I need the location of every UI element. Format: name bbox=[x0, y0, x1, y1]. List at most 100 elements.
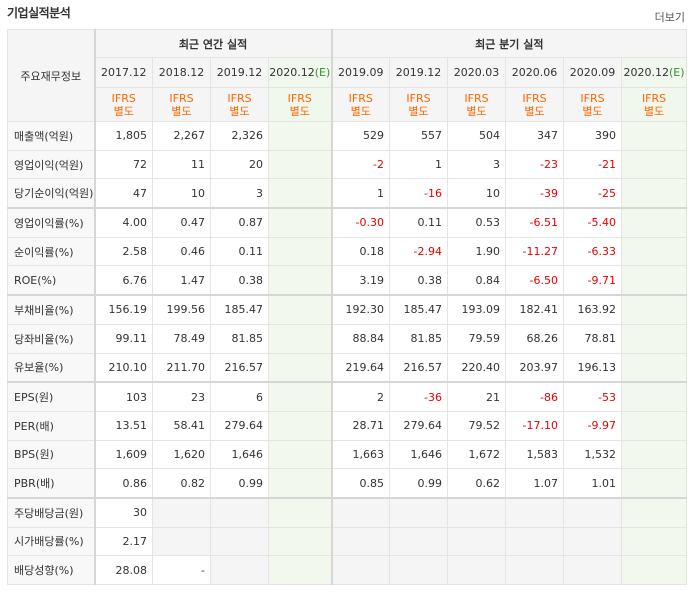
value-cell: 0.38 bbox=[389, 265, 449, 297]
basis-label: 별도 bbox=[229, 104, 250, 118]
row-label: BPS(원) bbox=[7, 439, 96, 470]
value-cell: 557 bbox=[389, 121, 449, 151]
value-cell bbox=[447, 497, 507, 528]
row-label: 주당배당금(원) bbox=[7, 497, 96, 528]
value-cell bbox=[621, 410, 688, 441]
table-row: 매출액(억원) 1,805 2,267 2,326 529 557 504 347 390 bbox=[7, 121, 688, 151]
value-cell: -23 bbox=[505, 149, 565, 180]
row-label: 시가배당률(%) bbox=[7, 526, 96, 557]
period-header: 2019.09 bbox=[331, 57, 391, 88]
ifrs-header: IFRS 별도 bbox=[94, 87, 153, 122]
period-header: 2020.03 bbox=[447, 57, 507, 88]
value-cell bbox=[621, 207, 688, 238]
value-cell: 1,672 bbox=[447, 439, 507, 470]
value-cell bbox=[267, 121, 333, 151]
value-cell: 13.51 bbox=[94, 410, 153, 441]
table-row: 시가배당률(%) 2.17 bbox=[7, 526, 688, 557]
period-label: 2018.12 bbox=[158, 66, 205, 79]
table-row: 유보율(%) 210.10 211.70 216.57 219.64 216.57 220.… bbox=[7, 352, 688, 384]
row-label: ROE(%) bbox=[7, 265, 96, 297]
more-link[interactable]: 더보기 bbox=[654, 11, 685, 24]
value-cell bbox=[621, 352, 688, 384]
basis-label: 별도 bbox=[171, 104, 192, 118]
ifrs-header: IFRS 별도 bbox=[331, 87, 391, 122]
ifrs-label: IFRS bbox=[406, 91, 431, 105]
period-header: 2018.12 bbox=[152, 57, 211, 88]
ifrs-label: IFRS bbox=[169, 91, 194, 105]
ifrs-header: IFRS 별도 bbox=[505, 87, 565, 122]
value-cell: 10 bbox=[152, 178, 211, 210]
value-cell: -9.71 bbox=[563, 265, 623, 297]
value-cell: 47 bbox=[94, 178, 153, 210]
value-cell: 156.19 bbox=[94, 294, 153, 325]
value-cell: 185.47 bbox=[210, 294, 269, 325]
value-cell: 4.00 bbox=[94, 207, 153, 238]
value-cell: 58.41 bbox=[152, 410, 211, 441]
value-cell: -86 bbox=[505, 381, 565, 412]
value-cell bbox=[267, 410, 333, 441]
value-cell bbox=[563, 526, 623, 557]
annual-group-header: 최근 연간 실적 bbox=[93, 29, 333, 58]
value-cell bbox=[152, 526, 211, 557]
value-cell bbox=[621, 294, 688, 325]
period-header: 2019.12 bbox=[389, 57, 449, 88]
value-cell: -16 bbox=[389, 178, 449, 210]
ifrs-label: IFRS bbox=[227, 91, 252, 105]
value-cell: -5.40 bbox=[563, 207, 623, 238]
value-cell: -39 bbox=[505, 178, 565, 210]
value-cell: 0.11 bbox=[389, 207, 449, 238]
ifrs-header: IFRS 별도 bbox=[152, 87, 211, 122]
value-cell: -25 bbox=[563, 178, 623, 210]
value-cell bbox=[447, 526, 507, 557]
value-cell: 20 bbox=[210, 149, 269, 180]
basis-label: 별도 bbox=[643, 104, 665, 118]
value-cell: 1 bbox=[389, 149, 449, 180]
value-cell bbox=[152, 497, 211, 528]
value-cell bbox=[267, 265, 333, 297]
value-cell: 529 bbox=[331, 121, 391, 151]
period-label: 2020.03 bbox=[453, 66, 500, 79]
value-cell: 0.99 bbox=[210, 468, 269, 499]
row-label: 유보율(%) bbox=[7, 352, 96, 384]
value-cell: 347 bbox=[505, 121, 565, 151]
value-cell bbox=[621, 149, 688, 180]
table-row: 주당배당금(원) 30 bbox=[7, 497, 688, 528]
value-cell: 1,609 bbox=[94, 439, 153, 470]
table-row: 영업이익(억원) 72 11 20 -2 1 3 -23 -21 bbox=[7, 149, 688, 180]
value-cell: 81.85 bbox=[210, 323, 269, 354]
estimate-mark: (E) bbox=[669, 66, 685, 79]
value-cell: 0.84 bbox=[447, 265, 507, 297]
value-cell: 504 bbox=[447, 121, 507, 151]
value-cell: 390 bbox=[563, 121, 623, 151]
value-cell: 10 bbox=[447, 178, 507, 210]
value-cell: 220.40 bbox=[447, 352, 507, 384]
period-header: 2020.06 bbox=[505, 57, 565, 88]
value-cell bbox=[505, 555, 565, 585]
value-cell bbox=[621, 526, 688, 557]
value-cell: -2 bbox=[331, 149, 391, 180]
value-cell bbox=[621, 555, 688, 585]
value-cell bbox=[210, 497, 269, 528]
value-cell: 103 bbox=[94, 381, 153, 412]
value-cell bbox=[267, 236, 333, 267]
ifrs-header: IFRS 별도 bbox=[563, 87, 623, 122]
value-cell: 28.71 bbox=[331, 410, 391, 441]
value-cell: 196.13 bbox=[563, 352, 623, 384]
basis-label: 별도 bbox=[289, 104, 310, 118]
value-cell: -9.97 bbox=[563, 410, 623, 441]
value-cell: 199.56 bbox=[152, 294, 211, 325]
basis-label: 별도 bbox=[582, 104, 603, 118]
value-cell bbox=[389, 497, 449, 528]
value-cell: 3 bbox=[210, 178, 269, 210]
value-cell: 211.70 bbox=[152, 352, 211, 384]
value-cell bbox=[267, 207, 333, 238]
row-label: 배당성향(%) bbox=[7, 555, 96, 585]
value-cell: 0.46 bbox=[152, 236, 211, 267]
value-cell: 216.57 bbox=[210, 352, 269, 384]
value-cell: 2.17 bbox=[94, 526, 153, 557]
ifrs-header: IFRS 별도 bbox=[621, 87, 688, 122]
value-cell bbox=[267, 381, 333, 412]
basis-label: 별도 bbox=[466, 104, 487, 118]
table-row: ROE(%) 6.76 1.47 0.38 3.19 0.38 0.84 -6.50 -9.71 bbox=[7, 265, 688, 297]
value-cell bbox=[267, 352, 333, 384]
